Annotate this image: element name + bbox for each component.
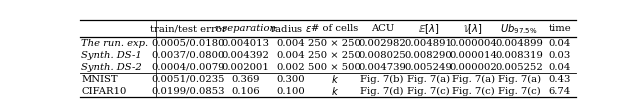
Text: 0.004013: 0.004013 (221, 39, 269, 48)
Text: 0.03: 0.03 (548, 51, 571, 60)
Text: 250 × 250: 250 × 250 (308, 39, 361, 48)
Text: radius $\varepsilon$: radius $\varepsilon$ (269, 23, 312, 34)
Text: 0.0051/0.0235: 0.0051/0.0235 (151, 75, 225, 84)
Text: 0.106: 0.106 (231, 87, 260, 96)
Text: Fig. 7(a): Fig. 7(a) (497, 75, 541, 84)
Text: 0.004392: 0.004392 (221, 51, 269, 60)
Text: 0.008290: 0.008290 (404, 51, 452, 60)
Text: $\mathbb{E}[\lambda]$: $\mathbb{E}[\lambda]$ (418, 22, 439, 36)
Text: Synth. DS-2: Synth. DS-2 (81, 63, 142, 72)
Text: 0.43: 0.43 (548, 75, 571, 84)
Text: 0.0005/0.0180: 0.0005/0.0180 (151, 39, 225, 48)
Text: train/test error: train/test error (150, 24, 227, 33)
Text: Fig. 7(c): Fig. 7(c) (407, 86, 450, 96)
Text: 0.004739: 0.004739 (358, 63, 406, 72)
Text: 0.004891: 0.004891 (404, 39, 452, 48)
Text: 500 × 500: 500 × 500 (308, 63, 361, 72)
Text: 0.04: 0.04 (548, 39, 571, 48)
Text: 0.008319: 0.008319 (495, 51, 543, 60)
Text: 0.004: 0.004 (276, 51, 305, 60)
Text: 0.369: 0.369 (232, 75, 260, 84)
Text: Fig. 7(c): Fig. 7(c) (452, 86, 495, 96)
Text: 0.100: 0.100 (276, 87, 305, 96)
Text: 0.000004: 0.000004 (449, 39, 497, 48)
Text: 0.0199/0.0853: 0.0199/0.0853 (151, 87, 225, 96)
Text: MNIST: MNIST (81, 75, 118, 84)
Text: $\mathbb{V}[\lambda]$: $\mathbb{V}[\lambda]$ (463, 22, 483, 36)
Text: Fig. 7(c): Fig. 7(c) (498, 86, 540, 96)
Text: 0.004899: 0.004899 (495, 39, 543, 48)
Text: 0.002982: 0.002982 (358, 39, 406, 48)
Text: 6.74: 6.74 (548, 87, 571, 96)
Text: 0.005252: 0.005252 (495, 63, 543, 72)
Text: 0.008025: 0.008025 (358, 51, 406, 60)
Text: The run. exp.: The run. exp. (81, 39, 148, 48)
Text: 0.0037/0.0800: 0.0037/0.0800 (152, 51, 225, 60)
Text: 0.000002: 0.000002 (449, 63, 497, 72)
Text: 0.004: 0.004 (276, 39, 305, 48)
Text: 0.005249: 0.005249 (404, 63, 452, 72)
Text: 0.002001: 0.002001 (221, 63, 269, 72)
Text: Fig. 7(a): Fig. 7(a) (407, 75, 450, 84)
Text: CIFAR10: CIFAR10 (81, 87, 127, 96)
Text: Fig. 7(d): Fig. 7(d) (360, 86, 404, 96)
Text: # of cells: # of cells (311, 24, 358, 33)
Text: 0.000014: 0.000014 (449, 51, 497, 60)
Text: $k$: $k$ (331, 85, 339, 97)
Text: $k$: $k$ (331, 73, 339, 85)
Text: time: time (548, 24, 571, 33)
Text: 0.0004/0.0079: 0.0004/0.0079 (151, 63, 225, 72)
Text: Fig. 7(b): Fig. 7(b) (360, 75, 404, 84)
Text: 0.300: 0.300 (276, 75, 305, 84)
Text: 0.04: 0.04 (548, 63, 571, 72)
Text: $Ub_{97.5\%}$: $Ub_{97.5\%}$ (500, 22, 538, 36)
Text: Fig. 7(a): Fig. 7(a) (452, 75, 495, 84)
Text: ACU: ACU (371, 24, 394, 33)
Text: 250 × 250: 250 × 250 (308, 51, 361, 60)
Text: r-separation: r-separation (214, 24, 276, 33)
Text: Synth. DS-1: Synth. DS-1 (81, 51, 142, 60)
Text: 0.002: 0.002 (276, 63, 305, 72)
